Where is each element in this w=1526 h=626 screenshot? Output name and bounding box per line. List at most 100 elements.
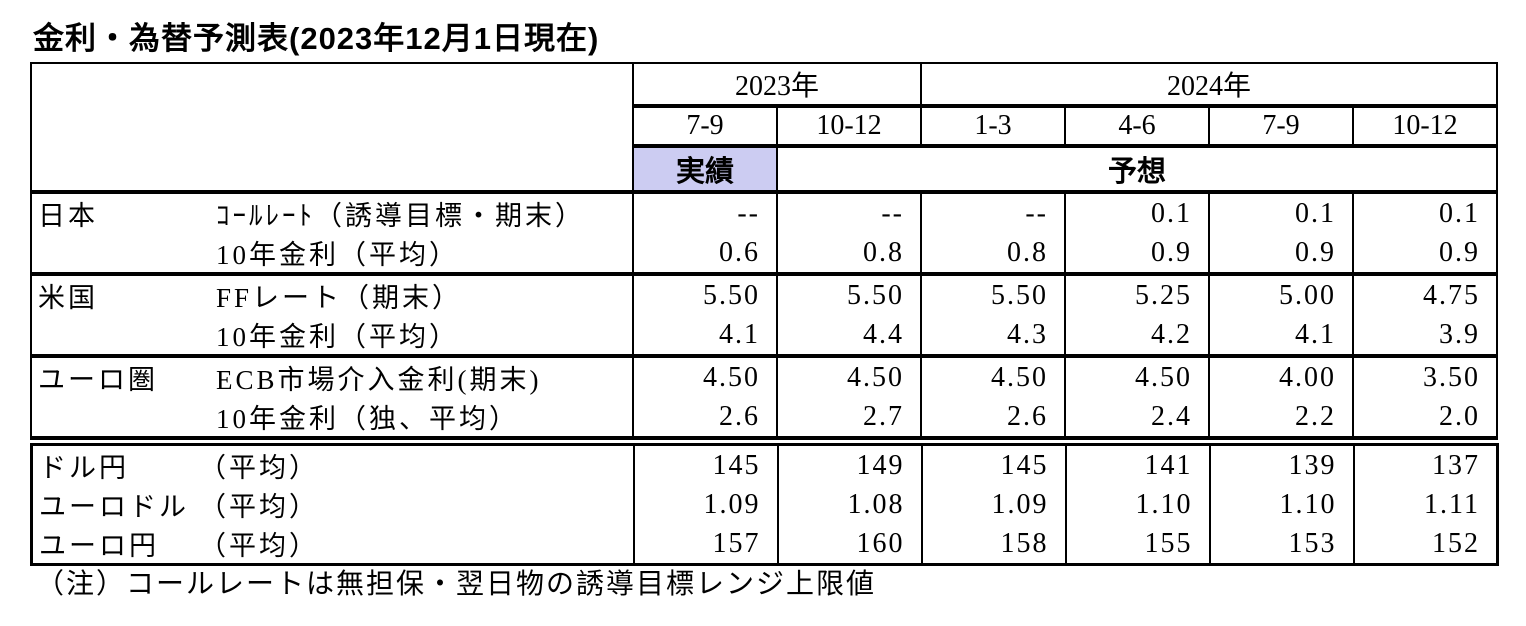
table-row-euro-10y: 10年金利（独、平均） 2.6 2.7 2.6 2.4 2.2 2.0 [31, 397, 1498, 438]
value-cell: 2.6 [920, 397, 1066, 438]
value-cell: 160 [776, 524, 922, 565]
value-cell: -- [920, 190, 1066, 233]
value-cell: 5.50 [632, 272, 777, 315]
indicator-label: 10年金利（平均） [216, 322, 459, 352]
value-cell: 0.1 [1352, 190, 1498, 233]
value-cell: 4.2 [1064, 315, 1210, 356]
value-cell: 0.8 [775, 233, 922, 274]
quarter-header: 7-9 [1208, 104, 1354, 146]
year-header-row: 2023年 2024年 [31, 63, 1498, 192]
region-label: 米国 [38, 283, 98, 313]
value-cell: -- [632, 190, 777, 233]
value-cell: 5.00 [1208, 272, 1354, 315]
value-cell: 141 [1064, 444, 1210, 485]
value-cell: 2.7 [775, 397, 922, 438]
quarter-header-row: 7-9 10-12 1-3 4-6 7-9 10-12 [31, 104, 1498, 146]
footnote: （注）コールレートは無担保・翌日物の誘導目標レンジ上限値 [36, 569, 877, 600]
value-cell: 139 [1208, 444, 1354, 485]
currency-pair-label: ユーロ円 [39, 531, 159, 561]
row-label: 10年金利（平均） [31, 315, 633, 356]
value-cell: 1.09 [632, 485, 778, 524]
value-cell: 1.09 [920, 485, 1066, 524]
value-cell: 0.9 [1352, 233, 1498, 274]
value-cell: 1.08 [776, 485, 922, 524]
forecast-label-cell: 予想 [777, 144, 1498, 192]
value-cell: 3.9 [1352, 315, 1498, 356]
value-cell: 3.50 [1352, 354, 1498, 397]
row-label: 10年金利（独、平均） [31, 397, 633, 438]
region-label: 日本 [38, 201, 98, 231]
row-label: 日本 ｺｰﾙﾚｰﾄ（誘導目標・期末） [31, 190, 633, 233]
indicator-label: ECB市場介入金利(期末) [216, 365, 542, 395]
region-label: ユーロ圏 [38, 365, 158, 395]
table-row-japan-call-rate: 日本 ｺｰﾙﾚｰﾄ（誘導目標・期末） -- -- -- 0.1 0.1 0.1 [31, 190, 1498, 233]
value-cell: 157 [632, 524, 778, 565]
value-cell: 145 [632, 444, 778, 485]
row-label: 米国 FFレート（期末） [31, 272, 633, 315]
year-2023-header: 2023年 [631, 63, 922, 106]
value-cell: 4.1 [632, 315, 777, 356]
row-label: ドル円 （平均） [32, 445, 634, 486]
value-cell: 4.00 [1208, 354, 1354, 397]
table-row-us-10y: 10年金利（平均） 4.1 4.4 4.3 4.2 4.1 3.9 [31, 315, 1498, 356]
rates-table: 2023年 2024年 7-9 10-12 1-3 4-6 7-9 10-12 … [30, 62, 1499, 440]
table-row-eurjpy: ユーロ円 （平均） 157 160 158 155 153 152 [32, 524, 1498, 565]
value-cell: 0.1 [1208, 190, 1354, 233]
value-cell: 4.1 [1208, 315, 1354, 356]
value-cell: 149 [776, 444, 922, 485]
value-cell: 0.6 [632, 233, 777, 274]
year-2024-header: 2024年 [920, 63, 1498, 106]
indicator-label: 10年金利（独、平均） [216, 404, 519, 434]
table-row-euro-ecb-rate: ユーロ圏 ECB市場介入金利(期末) 4.50 4.50 4.50 4.50 4.… [31, 354, 1498, 397]
value-cell: 1.11 [1352, 485, 1498, 524]
actual-forecast-row: 実績 予想 [31, 144, 1498, 192]
value-cell: 5.50 [920, 272, 1066, 315]
value-cell: 152 [1352, 524, 1498, 565]
value-cell: 153 [1208, 524, 1354, 565]
quarter-header: 7-9 [632, 104, 777, 146]
value-cell: 2.6 [632, 397, 777, 438]
table-row-usdjpy: ドル円 （平均） 145 149 145 141 139 137 [32, 444, 1498, 486]
value-cell: 4.50 [775, 354, 922, 397]
value-cell: 5.25 [1064, 272, 1210, 315]
value-cell: 145 [920, 444, 1066, 485]
value-cell: 0.8 [920, 233, 1066, 274]
value-cell: 4.50 [632, 354, 777, 397]
indicator-label: （平均） [199, 531, 319, 561]
value-cell: 5.50 [775, 272, 922, 315]
indicator-label: （平均） [199, 492, 319, 522]
value-cell: 155 [1064, 524, 1210, 565]
currency-pair-label: ユーロドル [39, 492, 189, 522]
value-cell: 0.1 [1064, 190, 1210, 233]
currency-pair-label: ドル円 [39, 453, 129, 483]
value-cell: 158 [920, 524, 1066, 565]
value-cell: 137 [1352, 444, 1498, 485]
value-cell: 2.2 [1208, 397, 1354, 438]
indicator-label: ｺｰﾙﾚｰﾄ（誘導目標・期末） [216, 201, 585, 231]
page-title: 金利・為替予測表(2023年12月1日現在) [33, 21, 600, 56]
table-row-japan-10y: 10年金利（平均） 0.6 0.8 0.8 0.9 0.9 0.9 [31, 233, 1498, 274]
fx-table: ドル円 （平均） 145 149 145 141 139 137 ユーロドル （平均… [30, 443, 1499, 566]
value-cell: 4.75 [1352, 272, 1498, 315]
value-cell: 2.4 [1064, 397, 1210, 438]
table-row-us-ff-rate: 米国 FFレート（期末） 5.50 5.50 5.50 5.25 5.00 4.7… [31, 272, 1498, 315]
indicator-label: FFレート（期末） [216, 283, 463, 313]
quarter-header: 10-12 [775, 104, 922, 146]
value-cell: 4.50 [1064, 354, 1210, 397]
header-corner-cell [31, 63, 634, 192]
value-cell: 1.10 [1208, 485, 1354, 524]
quarter-header: 10-12 [1352, 104, 1498, 146]
value-cell: 0.9 [1064, 233, 1210, 274]
value-cell: 4.50 [920, 354, 1066, 397]
quarter-header: 1-3 [920, 104, 1066, 146]
row-label: ユーロ圏 ECB市場介入金利(期末) [31, 354, 633, 397]
actual-label-cell: 実績 [632, 144, 778, 192]
row-label: ユーロ円 （平均） [32, 524, 634, 565]
indicator-label: （平均） [199, 453, 319, 483]
value-cell: 1.10 [1064, 485, 1210, 524]
indicator-label: 10年金利（平均） [216, 240, 459, 270]
table-row-eurusd: ユーロドル （平均） 1.09 1.08 1.09 1.10 1.10 1.11 [32, 485, 1498, 524]
row-label: ユーロドル （平均） [32, 485, 634, 524]
row-label: 10年金利（平均） [31, 233, 633, 274]
value-cell: 0.9 [1208, 233, 1354, 274]
